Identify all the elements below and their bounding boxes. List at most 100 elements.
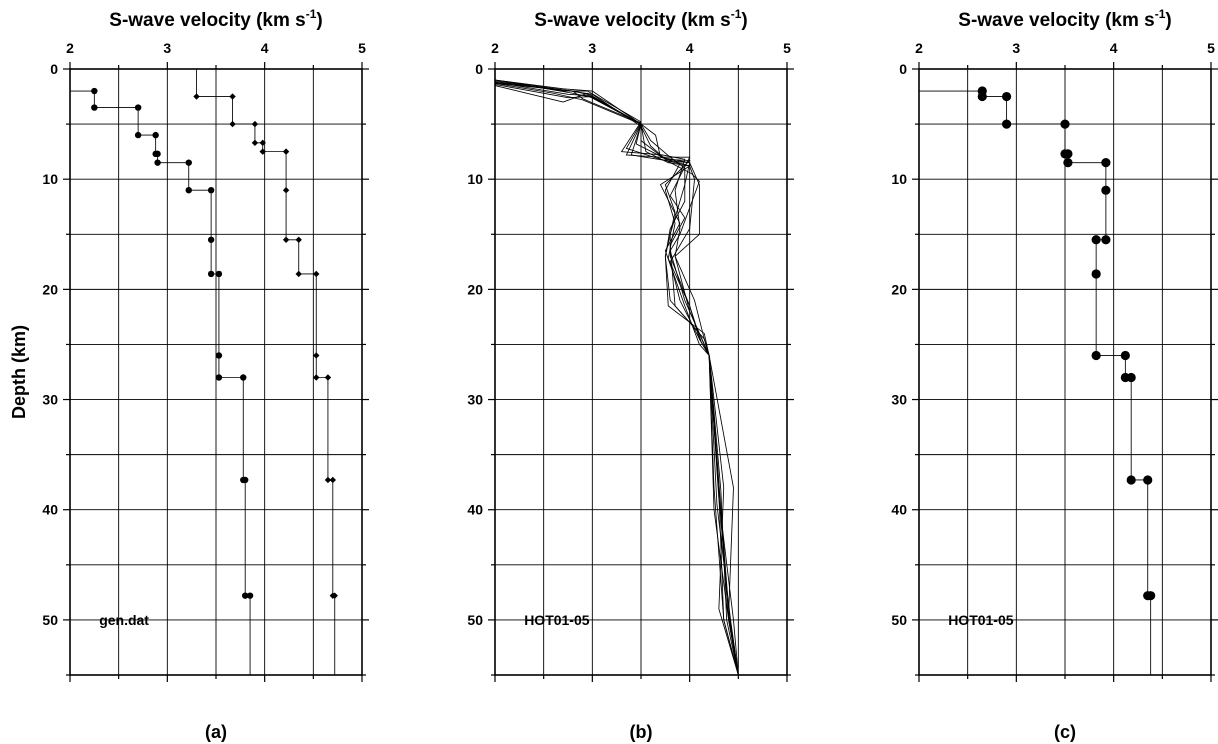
- y-tick-label: 40: [467, 502, 483, 518]
- x-tick-label: 3: [588, 40, 596, 56]
- y-tick-label: 10: [891, 171, 907, 187]
- x-tick-label: 5: [358, 40, 366, 56]
- series-line: [919, 90, 1152, 675]
- panel-label: (a): [205, 722, 227, 742]
- panel-annotation: HOT01-05: [524, 612, 590, 628]
- series-dot-marker: [185, 187, 192, 194]
- series-dot-marker: [1002, 119, 1012, 129]
- series-diamond-marker: [295, 236, 302, 243]
- series-diamond-marker: [331, 592, 338, 599]
- series-dot-marker: [152, 131, 159, 139]
- y-tick-label: 20: [891, 281, 907, 297]
- y-tick-label: 20: [467, 281, 483, 297]
- series-dot-marker: [1101, 235, 1111, 245]
- series-dot-marker: [240, 374, 247, 381]
- y-tick-label: 10: [42, 171, 58, 187]
- series-line: [494, 80, 739, 676]
- series-line: [494, 82, 739, 676]
- y-tick-label: 20: [42, 281, 58, 297]
- series-dot-marker: [1101, 158, 1111, 168]
- series-diamond-marker: [193, 93, 200, 100]
- x-axis-title-main: S-wave velocity (km s: [958, 10, 1154, 31]
- series-dot-marker: [154, 150, 161, 158]
- x-tick-label: 5: [1207, 40, 1215, 56]
- series-dot-marker: [1126, 372, 1136, 383]
- series-dot-marker: [207, 236, 215, 243]
- x-tick-label: 4: [686, 40, 694, 56]
- series-dot-marker: [185, 159, 192, 166]
- x-axis-title: S-wave velocity (km s-1): [534, 7, 747, 31]
- series-dot-marker: [207, 187, 215, 194]
- series-dot-marker: [1091, 350, 1101, 361]
- y-tick-label: 40: [891, 502, 907, 518]
- x-axis-title-end: ): [316, 10, 322, 31]
- x-axis-title-main: S-wave velocity (km s: [534, 10, 730, 31]
- x-axis-title-end: ): [1165, 10, 1171, 31]
- x-tick-label: 3: [1012, 40, 1020, 56]
- series-diamond-marker: [282, 148, 290, 155]
- series-dot-marker: [215, 352, 223, 359]
- series-dot-marker: [242, 592, 249, 599]
- series-diamond-marker: [259, 148, 266, 155]
- series-dot-marker: [1143, 475, 1153, 485]
- series-dot-marker: [1091, 269, 1101, 279]
- panel-label: (b): [630, 722, 653, 742]
- series-dot-marker: [242, 476, 249, 484]
- x-axis-title: S-wave velocity (km s-1): [109, 7, 322, 31]
- y-tick-label: 30: [42, 392, 58, 408]
- series-line: [70, 90, 251, 675]
- series-diamond-marker: [229, 93, 236, 100]
- series-diamond-marker: [324, 476, 332, 484]
- x-tick-label: 2: [491, 40, 499, 56]
- y-tick-label: 50: [467, 612, 483, 628]
- series-dot-marker: [1146, 591, 1156, 601]
- series-dot-marker: [1063, 149, 1073, 159]
- x-tick-label: 2: [66, 40, 74, 56]
- series-dot-marker: [1060, 119, 1070, 129]
- series-dot-marker: [977, 91, 987, 102]
- series-line: [196, 69, 336, 675]
- y-axis-label: Depth (km): [9, 325, 29, 419]
- y-tick-label: 0: [475, 61, 483, 77]
- x-tick-label: 4: [261, 40, 269, 56]
- series-dot-marker: [1063, 158, 1073, 168]
- series-line: [494, 82, 739, 676]
- series-diamond-marker: [251, 120, 259, 128]
- x-axis-title-sup: -1: [1155, 7, 1166, 21]
- series-diamond-marker: [313, 374, 320, 381]
- x-axis-title-sup: -1: [731, 7, 742, 21]
- series-diamond-marker: [282, 187, 290, 194]
- series-diamond-marker: [313, 270, 320, 278]
- series-diamond-marker: [251, 139, 259, 147]
- x-axis-title-sup: -1: [306, 7, 317, 21]
- series-line: [494, 81, 739, 676]
- series-dot-marker: [1101, 185, 1111, 195]
- series-diamond-marker: [282, 236, 290, 243]
- x-tick-label: 3: [163, 40, 171, 56]
- series-line: [494, 79, 739, 676]
- series-dot-marker: [134, 104, 142, 111]
- series-dot-marker: [215, 374, 223, 381]
- series-dot-marker: [134, 131, 142, 139]
- series-line: [494, 79, 739, 676]
- y-tick-label: 30: [891, 392, 907, 408]
- panel-annotation: gen.dat: [99, 612, 149, 628]
- y-tick-label: 40: [42, 502, 58, 518]
- series-line: [494, 79, 739, 676]
- series-dot-marker: [246, 592, 254, 599]
- series-diamond-marker: [324, 374, 332, 381]
- series-diamond-marker: [329, 476, 336, 484]
- series-line: [494, 84, 739, 676]
- y-tick-label: 10: [467, 171, 483, 187]
- series-line: [494, 81, 739, 676]
- x-axis-title-main: S-wave velocity (km s: [109, 10, 305, 31]
- series-dot-marker: [1091, 235, 1101, 245]
- series-dot-marker: [207, 270, 215, 278]
- y-tick-label: 50: [891, 612, 907, 628]
- y-tick-label: 0: [899, 61, 907, 77]
- x-axis-title: S-wave velocity (km s-1): [958, 7, 1171, 31]
